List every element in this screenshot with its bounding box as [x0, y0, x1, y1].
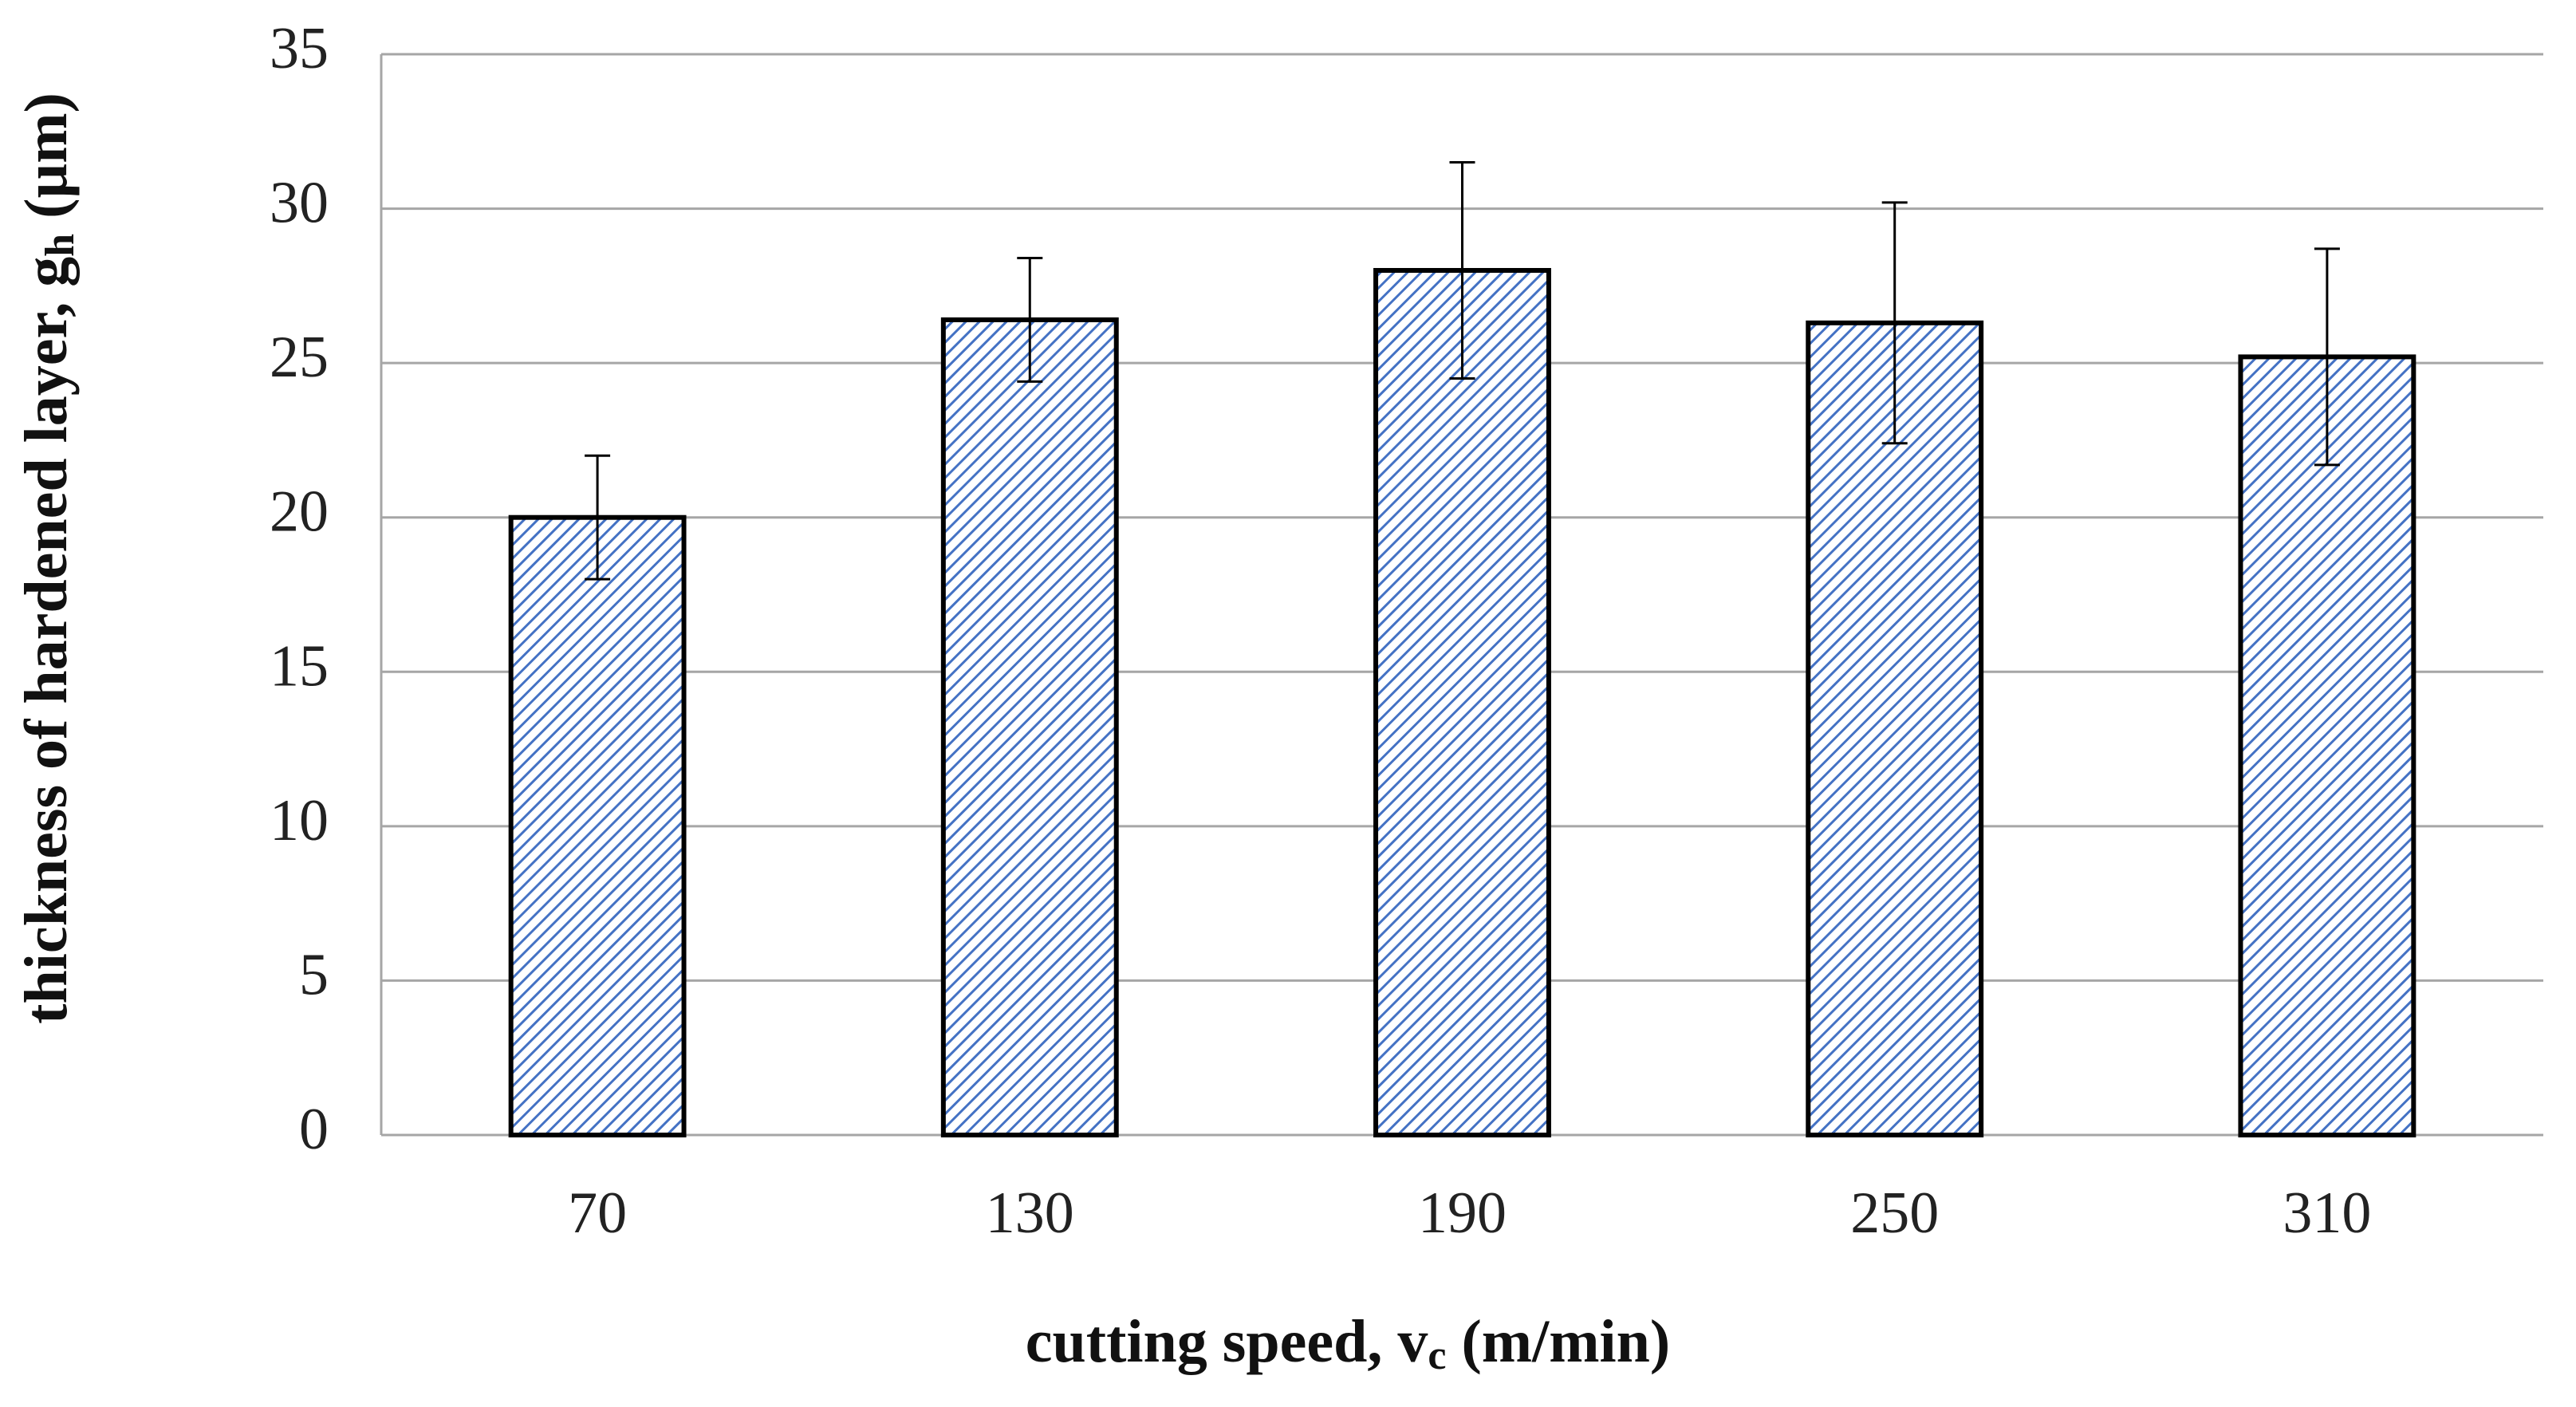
bar: [940, 317, 1119, 1137]
y-axis-title-text: thickness of hardened layer, g: [13, 257, 80, 1024]
bar: [2238, 354, 2416, 1137]
x-tick-label: 310: [2283, 1180, 2371, 1246]
x-axis-title-sub: c: [1428, 1333, 1446, 1378]
y-tick-label: 30: [270, 171, 329, 236]
y-tick-label: 20: [270, 479, 329, 545]
bar: [1373, 268, 1551, 1137]
x-tick-label: 70: [568, 1180, 627, 1246]
y-axis-title-sub: h: [37, 234, 83, 257]
y-tick-label: 0: [299, 1097, 329, 1162]
x-axis-title-text: cutting speed, v: [1026, 1308, 1428, 1375]
y-axis-title-suffix: (µm): [13, 93, 80, 234]
x-axis-title: cutting speed, vc (m/min): [1026, 1308, 1670, 1378]
y-tick-label: 10: [270, 788, 329, 853]
x-tick-label: 250: [1850, 1180, 1939, 1246]
y-tick-label: 35: [270, 16, 329, 81]
bar: [508, 514, 687, 1137]
bar: [1806, 320, 1984, 1138]
y-tick-label: 15: [270, 633, 329, 699]
y-tick-label: 5: [299, 942, 329, 1007]
x-tick-label: 190: [1418, 1180, 1507, 1246]
y-tick-label: 25: [270, 325, 329, 390]
x-tick-label: 130: [986, 1180, 1074, 1246]
x-axis-title-suffix: (m/min): [1446, 1308, 1670, 1375]
y-axis-title: thickness of hardened layer, gh (µm): [13, 93, 83, 1024]
